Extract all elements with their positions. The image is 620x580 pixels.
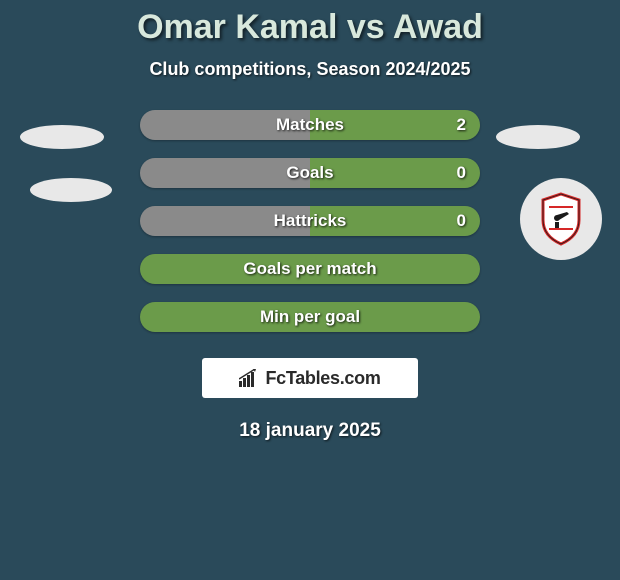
brand-text: FcTables.com [265, 368, 380, 389]
player2-avatar-placeholder [496, 125, 580, 149]
player1-avatar-placeholder [20, 125, 104, 149]
stat-value: 2 [457, 115, 466, 135]
stat-value: 0 [457, 163, 466, 183]
stat-row-gpm: Goals per match [140, 254, 480, 284]
stat-row-hattricks: Hattricks 0 [140, 206, 480, 236]
stat-label: Hattricks [274, 211, 347, 231]
page-title: Omar Kamal vs Awad [0, 8, 620, 47]
bar-chart-icon [239, 369, 261, 387]
stat-row-mpg: Min per goal [140, 302, 480, 332]
date-text: 18 january 2025 [0, 420, 620, 442]
subtitle: Club competitions, Season 2024/2025 [0, 59, 620, 80]
comparison-infographic: Omar Kamal vs Awad Club competitions, Se… [0, 0, 620, 442]
stat-label: Matches [276, 115, 344, 135]
player2-club-badge [520, 178, 602, 260]
stat-value: 0 [457, 211, 466, 231]
stat-label: Min per goal [260, 307, 360, 327]
club-shield-icon [539, 192, 583, 246]
stat-row-goals: Goals 0 [140, 158, 480, 188]
stat-label: Goals per match [243, 259, 376, 279]
brand-box: FcTables.com [202, 358, 418, 398]
player1-club-placeholder [30, 178, 112, 202]
stat-label: Goals [286, 163, 333, 183]
stat-row-matches: Matches 2 [140, 110, 480, 140]
